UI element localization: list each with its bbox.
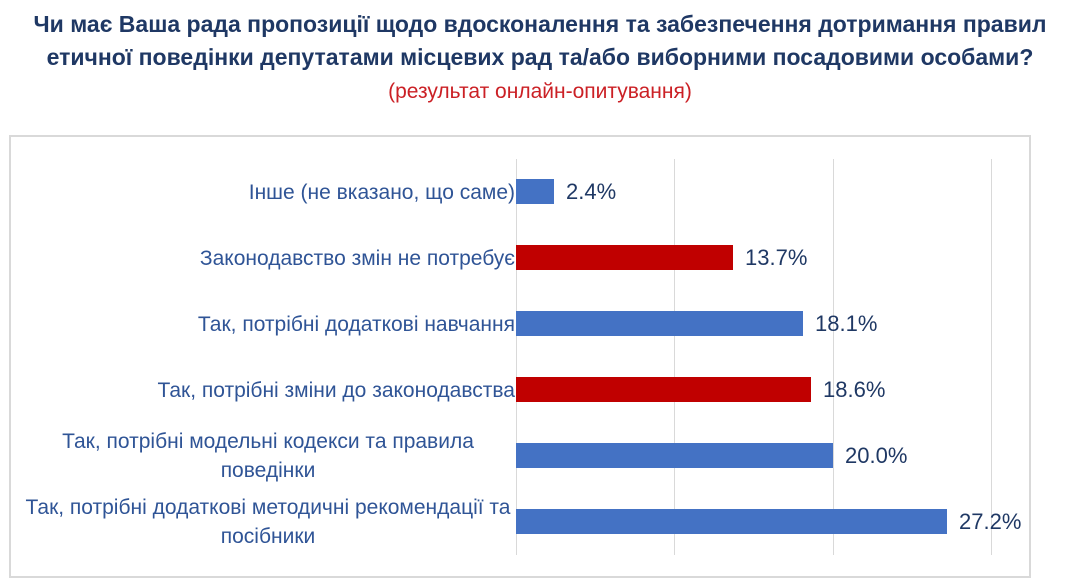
value-label: 20.0%	[845, 443, 908, 468]
chart-title-line2: етичної поведінки депутатами місцевих ра…	[46, 44, 1034, 70]
chart-subtitle: (результат онлайн-опитування)	[388, 80, 692, 103]
category-label: Законодавство змін не потребує	[199, 246, 515, 270]
chart-row: Інше (не вказано, що саме) 2.4%	[11, 159, 1029, 225]
bar	[516, 443, 833, 468]
value-label: 2.4%	[566, 179, 617, 204]
chart-title: Чи має Ваша рада пропозиції щодо вдоскон…	[0, 8, 1080, 74]
bar	[516, 509, 947, 534]
bar	[516, 377, 811, 402]
value-label: 18.6%	[823, 377, 886, 402]
gridline	[833, 159, 834, 555]
value-label: 18.1%	[815, 311, 878, 336]
gridline	[516, 159, 517, 555]
category-label: Так, потрібні модельні кодекси та правил…	[62, 430, 474, 482]
bar	[516, 311, 803, 336]
chart-title-line1: Чи має Ваша рада пропозиції щодо вдоскон…	[33, 11, 1047, 37]
chart-row: Так, потрібні додаткові навчання 18.1%	[11, 291, 1029, 357]
chart-row: Законодавство змін не потребує 13.7%	[11, 225, 1029, 291]
chart-row: Так, потрібні модельні кодекси та правил…	[11, 423, 1029, 489]
value-label: 13.7%	[745, 245, 808, 270]
gridline	[991, 159, 992, 555]
value-label: 27.2%	[959, 509, 1022, 534]
bar	[516, 179, 554, 204]
gridline	[674, 159, 675, 555]
category-label: Так, потрібні додаткові методичні рекоме…	[25, 496, 511, 548]
category-label: Так, потрібні додаткові навчання	[197, 312, 515, 336]
category-label: Так, потрібні зміни до законодавства	[157, 378, 515, 402]
category-label: Інше (не вказано, що саме)	[248, 180, 515, 204]
bar-chart: Інше (не вказано, що саме) 2.4% Законода…	[9, 135, 1031, 578]
chart-row: Так, потрібні додаткові методичні рекоме…	[11, 489, 1029, 555]
bar	[516, 245, 733, 270]
chart-row: Так, потрібні зміни до законодавства 18.…	[11, 357, 1029, 423]
